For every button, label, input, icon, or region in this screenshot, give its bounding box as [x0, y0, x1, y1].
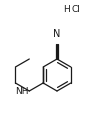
- Text: Cl: Cl: [71, 4, 80, 13]
- Text: N: N: [53, 29, 61, 39]
- Text: H: H: [63, 4, 70, 13]
- Text: NH: NH: [15, 86, 28, 95]
